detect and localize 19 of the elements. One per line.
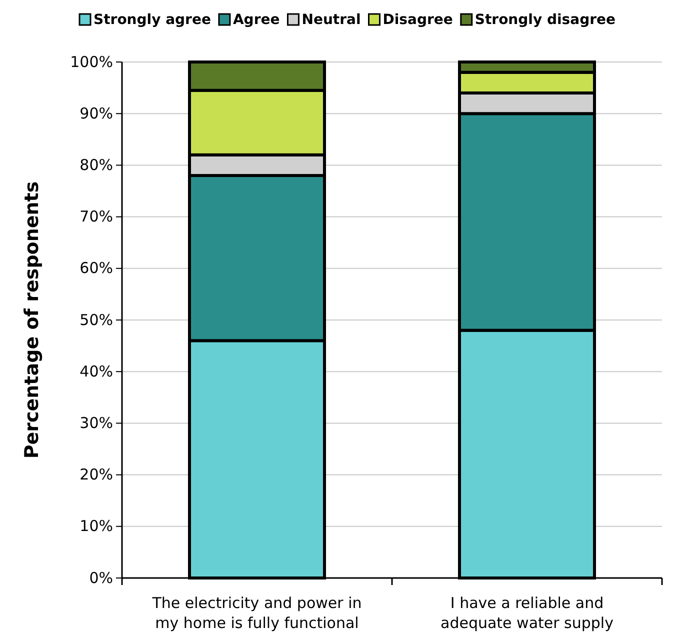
legend-label: Strongly disagree bbox=[474, 12, 616, 28]
y-tick-label: 80% bbox=[80, 156, 113, 174]
y-tick-label: 60% bbox=[80, 259, 113, 278]
legend-label: Agree bbox=[232, 12, 280, 28]
y-tick-label: 10% bbox=[80, 517, 113, 536]
y-tick-label: 40% bbox=[80, 362, 113, 380]
y-tick-label: 20% bbox=[80, 466, 113, 484]
y-tick-label: 30% bbox=[80, 414, 113, 432]
x-tick-label: I have a reliable and adequate water supply bbox=[440, 594, 614, 632]
y-tick-label: 100% bbox=[70, 52, 113, 71]
y-tick-label: 0% bbox=[89, 568, 113, 587]
legend-label: Disagree bbox=[382, 12, 453, 28]
y-tick-label: 90% bbox=[80, 104, 113, 122]
y-axis-title: Percentage of responents bbox=[21, 181, 43, 459]
y-tick-label: 70% bbox=[80, 208, 113, 226]
legend-label: Neutral bbox=[302, 12, 361, 28]
y-tick-label: 50% bbox=[80, 310, 113, 329]
legend-label: Strongly agree bbox=[94, 12, 211, 28]
x-tick-label: The electricity and power in my home is fully functional bbox=[151, 594, 362, 632]
